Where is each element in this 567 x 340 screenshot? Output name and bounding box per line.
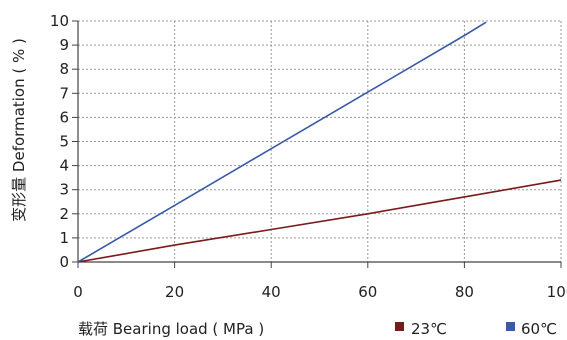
y-tick-label: 3 [59, 181, 69, 199]
x-axis-title: 载荷 Bearing load ( MPa ) [78, 320, 264, 338]
y-tick-label: 9 [59, 36, 69, 54]
y-tick-label: 1 [59, 229, 69, 247]
legend-label-23c: 23℃ [411, 320, 447, 338]
series-line-1 [77, 21, 487, 263]
x-tick-label: 100 [547, 283, 567, 301]
y-tick-label: 6 [59, 108, 69, 126]
y-tick-label: 4 [59, 157, 69, 175]
legend-swatch-23c [395, 322, 404, 331]
series-line-0 [77, 179, 562, 263]
legend-label-60c: 60℃ [521, 320, 557, 338]
y-tick-labels: 0 1 2 3 4 5 6 7 8 9 10 [50, 12, 78, 271]
legend-swatch-60c [506, 322, 515, 331]
x-tick-label: 0 [73, 283, 83, 301]
legend: 23℃ 60℃ [395, 320, 557, 338]
series-lines [77, 21, 562, 263]
grid [78, 20, 562, 262]
y-tick-label: 10 [50, 12, 69, 30]
y-tick-label: 8 [59, 60, 69, 78]
x-tick-label: 40 [262, 283, 281, 301]
y-tick-label: 0 [59, 253, 69, 271]
x-tick-label: 60 [358, 283, 377, 301]
x-tick-labels: 0 20 40 60 80 100 [73, 262, 567, 301]
y-axis-title: 变形量 Deformation ( % ) [10, 38, 28, 222]
x-tick-label: 20 [165, 283, 184, 301]
y-tick-label: 7 [59, 84, 69, 102]
y-tick-label: 2 [59, 205, 69, 223]
x-tick-label: 80 [455, 283, 474, 301]
y-tick-label: 5 [59, 133, 69, 151]
